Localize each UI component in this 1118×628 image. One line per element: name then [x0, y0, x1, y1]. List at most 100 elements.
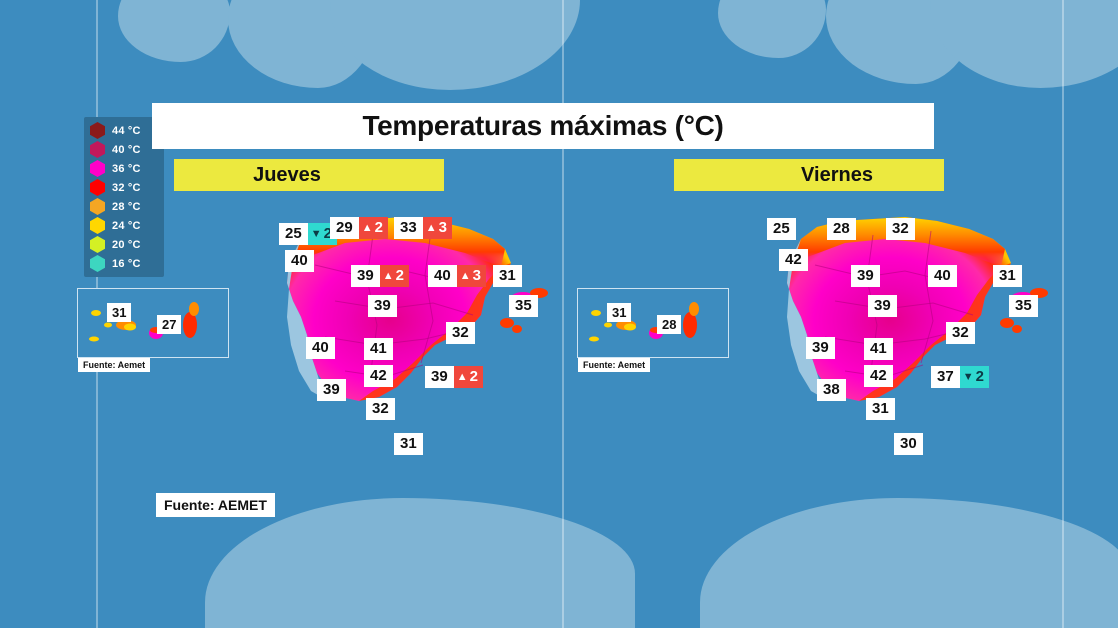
temperature-badge: 39: [851, 265, 880, 287]
inset-source-label: Fuente: Aemet: [578, 358, 651, 372]
day-label-jueves: Jueves: [253, 163, 321, 186]
portugal-landmass: [287, 239, 325, 399]
province-border: [834, 300, 974, 316]
canary-island: [89, 336, 99, 342]
legend-label: 32 °C: [112, 181, 141, 194]
temperature-value: 30: [894, 433, 923, 455]
legend-swatch-icon: [90, 122, 105, 139]
legend-swatch-icon: [90, 198, 105, 215]
inset-source-label: Fuente: Aemet: [78, 358, 151, 372]
canary-island: [604, 322, 612, 328]
temperature-value: 38: [817, 379, 846, 401]
canary-island: [91, 310, 101, 316]
temperature-change: ▲ 3: [456, 265, 486, 287]
province-border: [920, 230, 934, 364]
temperature-badge: 42: [864, 365, 893, 387]
legend-row: 28 °C: [84, 197, 164, 216]
meridian-line: [562, 0, 564, 628]
temperature-badge: 31: [493, 265, 522, 287]
temperature-value: 39: [425, 366, 454, 388]
temperature-change: ▲ 2: [453, 366, 483, 388]
temperature-badge: 37 ▼ 2: [931, 366, 989, 388]
change-value: 2: [323, 225, 332, 242]
land-africa-left: [205, 498, 635, 628]
legend-row: 16 °C: [84, 254, 164, 273]
temperature-badge: 40: [306, 337, 335, 359]
temperature-badge: 40: [928, 265, 957, 287]
temperature-badge: 42: [364, 365, 393, 387]
temperature-badge: 28: [827, 218, 856, 240]
temperature-value: 42: [364, 365, 393, 387]
temperature-value: 32: [946, 322, 975, 344]
temperature-badge: 41: [864, 338, 893, 360]
map-panel-viernes: 25 28 32 42 39 40 31 39 35 32 39 41 42 37 ▼ 2 38 31 30: [755, 205, 1055, 475]
temperature-badge: 32: [946, 322, 975, 344]
temperature-value: 31: [607, 303, 632, 322]
temperature-badge: 39: [806, 337, 835, 359]
temperature-value: 32: [366, 398, 395, 420]
day-banner-viernes: Viernes: [674, 159, 944, 191]
temperature-badge: 35: [509, 295, 538, 317]
temperature-value: 28: [827, 218, 856, 240]
temperature-change: ▲ 2: [379, 265, 409, 287]
map-panel-jueves: 25 ▼ 2 29 ▲ 2 33 ▲ 3 40 39 ▲ 2 40 ▲ 3 31 39 35 32 40 41 42 39 ▲ 2…: [255, 205, 555, 475]
temperature-badge: 29 ▲ 2: [330, 217, 388, 239]
temperature-badge: 32: [446, 322, 475, 344]
temperature-value: 39: [806, 337, 835, 359]
temperature-value: 39: [317, 379, 346, 401]
temperature-badge: 32: [886, 218, 915, 240]
canary-island: [624, 323, 636, 331]
temperature-badge: 39: [368, 295, 397, 317]
temperature-value: 40: [428, 265, 457, 287]
temperature-value: 29: [330, 217, 359, 239]
temperature-badge: 27: [157, 315, 182, 334]
legend-row: 32 °C: [84, 178, 164, 197]
temperature-badge: 40 ▲ 3: [428, 265, 486, 287]
legend-label: 36 °C: [112, 162, 141, 175]
legend-label: 20 °C: [112, 238, 141, 251]
day-banner-jueves: Jueves: [174, 159, 444, 191]
temperature-badge: 35: [1009, 295, 1038, 317]
temperature-change: ▼ 2: [307, 223, 337, 245]
legend-row: 40 °C: [84, 140, 164, 159]
temperature-value: 33: [394, 217, 423, 239]
source-attribution: Fuente: AEMET: [156, 493, 275, 517]
temperature-badge: 31: [107, 303, 132, 322]
temperature-badge: 30: [894, 433, 923, 455]
temperature-change: ▲ 2: [358, 217, 388, 239]
balearic-island: [1000, 318, 1014, 328]
temperature-value: 39: [868, 295, 897, 317]
temperature-badge: 39 ▲ 2: [351, 265, 409, 287]
temperature-value: 31: [993, 265, 1022, 287]
change-value: 2: [374, 219, 383, 236]
legend-swatch-icon: [90, 236, 105, 253]
temperature-change: ▼ 2: [959, 366, 989, 388]
temperature-value: 31: [866, 398, 895, 420]
land-africa-right: [700, 498, 1118, 628]
temperature-badge: 31: [993, 265, 1022, 287]
legend-row: 44 °C: [84, 121, 164, 140]
canary-island: [689, 302, 699, 316]
legend-label: 16 °C: [112, 257, 141, 270]
legend-label: 24 °C: [112, 219, 141, 232]
temperature-badge: 25 ▼ 2: [279, 223, 337, 245]
temperature-badge: 25: [767, 218, 796, 240]
temperature-value: 40: [306, 337, 335, 359]
canary-island: [183, 312, 197, 338]
change-value: 2: [975, 368, 984, 385]
temperature-badge: 38: [817, 379, 846, 401]
canary-inset-viernes: Fuente: Aemet 31 28: [577, 288, 729, 372]
arrow-down-icon: ▼: [310, 228, 322, 240]
legend-swatch-icon: [90, 179, 105, 196]
arrow-up-icon: ▲: [382, 270, 394, 282]
temperature-value: 35: [1009, 295, 1038, 317]
temperature-badge: 31: [607, 303, 632, 322]
legend-swatch-icon: [90, 255, 105, 272]
change-value: 3: [438, 219, 447, 236]
legend-swatch-icon: [90, 141, 105, 158]
arrow-down-icon: ▼: [962, 371, 974, 383]
temperature-badge: 41: [364, 338, 393, 360]
temperature-value: 25: [767, 218, 796, 240]
temperature-value: 37: [931, 366, 960, 388]
temperature-value: 31: [107, 303, 132, 322]
